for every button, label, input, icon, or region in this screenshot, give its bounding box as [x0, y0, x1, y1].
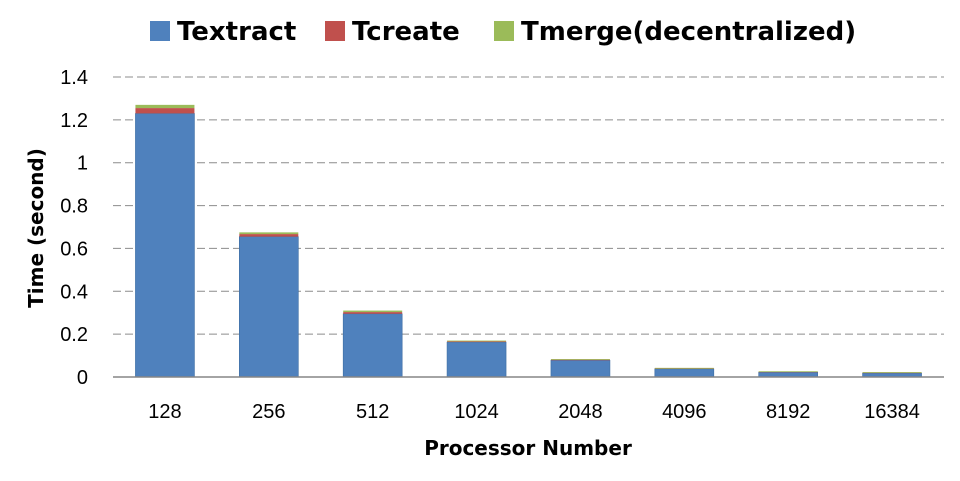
x-tick-label: 128 [148, 401, 181, 423]
bar-tcreate-2048 [550, 359, 610, 361]
bar-tmerge-decentralized-512 [343, 310, 403, 313]
bars [135, 104, 922, 378]
y-tick-label: 0 [77, 367, 88, 389]
bar-textract-256 [239, 236, 299, 378]
x-axis-title: Processor Number [424, 436, 632, 460]
bar-tcreate-128 [135, 108, 195, 114]
legend-swatch-2 [494, 21, 514, 41]
bar-textract-128 [135, 113, 195, 378]
x-tick-label: 256 [252, 401, 285, 423]
legend-label: Tmerge(decentralized) [521, 17, 856, 47]
x-tick-labels: 128 256 512 1024 2048 4096 8192 16384 [148, 401, 920, 423]
y-tick-label: 0.2 [60, 324, 88, 346]
bar-textract-512 [342, 313, 403, 378]
bar-textract-1024 [446, 341, 507, 378]
bar-tmerge-decentralized-4096 [654, 367, 714, 369]
x-tick-label: 16384 [864, 401, 920, 423]
bar-tmerge-decentralized-256 [239, 232, 299, 235]
bar-tmerge-decentralized-16384 [862, 372, 922, 373]
y-tick-label: 1 [77, 153, 88, 175]
bar-tmerge-decentralized-1024 [447, 340, 507, 342]
legend: Textract Tcreate Tmerge(decentralized) [150, 17, 856, 47]
bar-tmerge-decentralized-8192 [758, 371, 818, 373]
legend-label: Textract [177, 17, 296, 47]
bar-tmerge-decentralized-128 [135, 104, 195, 109]
y-tick-label: 0.8 [60, 196, 88, 218]
y-tick-label: 0.4 [60, 281, 88, 303]
bar-textract-4096 [654, 368, 715, 378]
x-tick-label: 2048 [558, 401, 603, 423]
bar-tmerge-decentralized-2048 [550, 359, 610, 360]
y-tick-label: 1.2 [60, 110, 88, 132]
y-tick-label: 0.6 [60, 238, 88, 260]
x-tick-label: 512 [356, 401, 389, 423]
y-tick-labels: 0 0.2 0.4 0.6 0.8 1 1.2 1.4 [60, 67, 88, 389]
x-tick-label: 1024 [454, 401, 499, 423]
legend-label: Tcreate [352, 17, 460, 47]
y-tick-label: 1.4 [60, 67, 88, 89]
x-tick-label: 4096 [662, 401, 707, 423]
bar-tcreate-1024 [447, 341, 507, 343]
bar-tcreate-256 [239, 234, 299, 237]
bar-textract-2048 [550, 359, 611, 378]
bar-tcreate-512 [343, 312, 403, 314]
legend-swatch-0 [150, 21, 170, 41]
x-tick-label: 8192 [766, 401, 811, 423]
grid-lines [113, 76, 944, 335]
y-axis-title: Time (second) [24, 148, 48, 308]
legend-swatch-1 [325, 21, 345, 41]
